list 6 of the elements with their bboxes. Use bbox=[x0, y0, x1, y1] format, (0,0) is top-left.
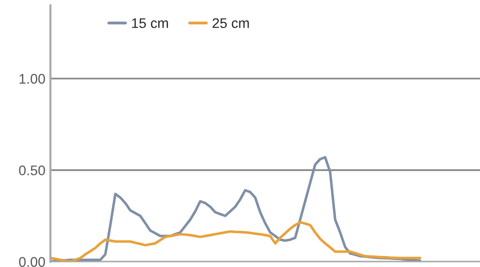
legend-label: 25 cm bbox=[212, 18, 249, 28]
line-series bbox=[50, 221, 422, 262]
y-tick-label: 1.00 bbox=[20, 74, 45, 84]
y-tick-label: 0.50 bbox=[19, 165, 45, 176]
legend-label: 15 cm bbox=[132, 18, 168, 28]
y-tick-label: 0.00 bbox=[19, 256, 45, 267]
